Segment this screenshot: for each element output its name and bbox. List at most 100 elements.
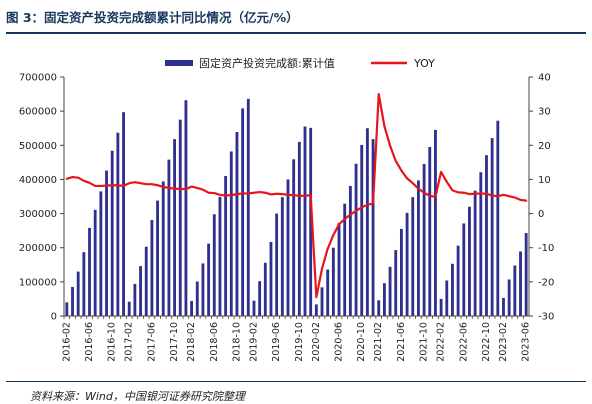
yoy-point-2021-11 (429, 195, 431, 197)
right-axis-tick-label: -30 (538, 312, 554, 323)
yoy-point-2020-10 (361, 206, 363, 209)
yoy-line (65, 92, 528, 299)
yoy-point-2018-02 (190, 186, 193, 188)
bar-2018-10 (235, 131, 239, 316)
yoy-point-2021-09 (417, 188, 420, 190)
left-axis-tick-label: 600000 (19, 107, 57, 118)
yoy-point-2017-06 (151, 183, 153, 185)
yoy-point-2022-12 (497, 195, 499, 197)
yoy-point-2019-07 (281, 193, 283, 195)
x-axis-tick-label: 2018-10 (231, 322, 242, 362)
yoy-point-2023-02 (502, 194, 505, 196)
yoy-point-2022-10 (485, 193, 488, 195)
right-axis-tick-label: 0 (538, 209, 544, 220)
yoy-point-2021-02 (378, 93, 380, 95)
bar-2018-09 (229, 151, 233, 316)
x-axis-tick-label: 2020-02 (311, 322, 322, 362)
yoy-point-2019-06 (276, 193, 278, 195)
yoy-point-2022-03 (446, 181, 448, 183)
bar-2019-08 (286, 179, 290, 316)
yoy-point-2017-12 (185, 188, 187, 190)
yoy-point-2022-09 (480, 192, 482, 195)
title-rule (6, 32, 586, 34)
bar-2017-05 (144, 246, 148, 316)
bar-2016-10 (110, 150, 114, 316)
x-axis-tick-label: 2017-06 (146, 322, 157, 362)
x-axis-tick-label: 2019-10 (294, 322, 305, 362)
bar-2021-07 (405, 212, 409, 316)
bar-2017-11 (178, 119, 182, 317)
x-axis-tick-label: 2021-06 (396, 322, 407, 362)
yoy-point-2023-03 (508, 195, 510, 197)
yoy-point-2017-10 (173, 188, 176, 190)
bar-2018-06 (212, 214, 216, 316)
x-axis-tick-label: 2023-02 (498, 322, 509, 362)
yoy-point-2018-04 (202, 189, 204, 191)
bar-2021-05 (394, 250, 398, 316)
bar-2016-06 (88, 227, 91, 316)
yoy-point-2022-11 (491, 194, 493, 197)
yoy-point-2022-06 (463, 192, 465, 194)
bar-2022-06 (462, 223, 466, 316)
yoy-point-2016-02 (66, 178, 68, 180)
legend: 固定资产投资完成额:累计值 YOY (165, 56, 435, 70)
yoy-point-2022-05 (457, 191, 459, 193)
bar-2020-04 (326, 269, 330, 316)
yoy-point-2018-06 (213, 192, 215, 194)
bar-2016-04 (76, 271, 80, 316)
yoy-point-2017-04 (139, 182, 142, 184)
bar-2019-06 (275, 213, 279, 316)
yoy-point-2021-08 (412, 182, 414, 184)
yoy-point-2019-02 (253, 192, 255, 194)
yoy-point-2016-08 (100, 185, 102, 187)
left-axis-tick-label: 400000 (19, 175, 57, 186)
left-axis-tick-label: 0 (51, 312, 57, 323)
bar-2023-04 (513, 265, 517, 316)
bar-2022-12 (496, 120, 500, 316)
bar-2016-05 (82, 252, 86, 316)
bar-2017-09 (167, 159, 171, 316)
x-axis-tick-label: 2016-02 (61, 322, 72, 362)
right-axis-tick-label: 10 (538, 175, 551, 186)
yoy-point-2018-08 (225, 194, 227, 197)
x-axis-tick-label: 2019-02 (248, 322, 259, 362)
yoy-point-2016-11 (117, 184, 119, 186)
yoy-point-2016-09 (105, 184, 108, 187)
yoy-point-2019-04 (264, 192, 266, 194)
yoy-point-2017-09 (168, 187, 170, 189)
bar-2018-11 (241, 108, 245, 316)
axes: 0 100000 200000 300000 400000 500000 600000 700… (19, 73, 555, 362)
yoy-point-2017-11 (179, 188, 181, 190)
yoy-point-2017-03 (134, 181, 136, 183)
x-axis-tick-label: 2020-10 (356, 322, 367, 362)
yoy-point-2017-07 (156, 184, 159, 186)
bar-2021-11 (428, 146, 432, 316)
right-axis-tick-label: -10 (538, 243, 554, 254)
bar-2022-03 (445, 280, 449, 316)
yoy-point-2022-02 (440, 171, 442, 173)
yoy-point-2019-08 (287, 194, 289, 196)
bar-2018-12 (246, 98, 250, 316)
yoy-point-2018-11 (242, 192, 244, 195)
yoy-point-2023-05 (519, 199, 522, 201)
bar-2020-03 (320, 287, 324, 316)
yoy-point-2019-11 (304, 195, 306, 197)
bar-2020-10 (360, 144, 364, 316)
yoy-point-2021-06 (400, 169, 403, 172)
bar-2019-11 (303, 126, 307, 316)
x-axis-tick-label: 2023-06 (521, 322, 532, 362)
bar-2021-04 (388, 266, 392, 316)
yoy-point-2018-12 (247, 192, 249, 195)
x-axis-tick-label: 2021-10 (419, 322, 430, 362)
x-axis-tick-label: 2020-06 (334, 322, 345, 362)
bar-2019-10 (297, 141, 301, 316)
bar-2021-10 (422, 164, 426, 316)
bar-2017-03 (133, 283, 137, 316)
right-axis-tick-label: 20 (538, 141, 551, 152)
right-axis-tick-label: 40 (538, 73, 551, 84)
x-axis-tick-label: 2016-06 (84, 322, 95, 362)
bar-2016-07 (93, 209, 97, 316)
yoy-point-2017-08 (162, 186, 164, 188)
legend-line-label: YOY (413, 57, 435, 70)
